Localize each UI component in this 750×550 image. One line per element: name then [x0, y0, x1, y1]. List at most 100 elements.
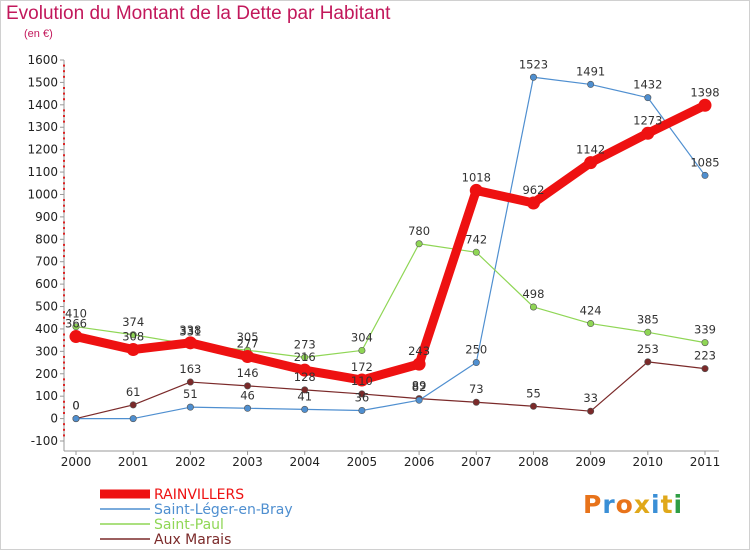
y-minor-mark: [63, 249, 65, 252]
x-tick-label: 2009: [575, 455, 606, 469]
y-minor-mark: [63, 322, 65, 325]
y-minor-mark: [63, 227, 65, 230]
y-minor-mark: [63, 255, 65, 258]
data-label: 1491: [576, 64, 605, 78]
data-point: [72, 415, 80, 423]
data-point: [129, 331, 137, 339]
data-label: 128: [294, 370, 316, 384]
data-point: [298, 363, 312, 377]
data-point: [301, 386, 309, 394]
x-tick-label: 2001: [118, 455, 149, 469]
logo-letter: r: [602, 490, 616, 519]
y-minor-mark: [63, 316, 65, 319]
data-label: 339: [694, 323, 716, 337]
data-point: [241, 350, 255, 364]
data-label: 277: [237, 337, 259, 351]
logo-letter: i: [651, 490, 661, 519]
logo-letter: x: [633, 490, 651, 519]
y-minor-mark: [63, 339, 65, 342]
data-label: 223: [694, 349, 716, 363]
chart-subtitle: (en €): [24, 28, 53, 40]
y-minor-mark: [63, 389, 65, 392]
x-tick-label: 2007: [461, 455, 492, 469]
y-minor-mark: [63, 159, 65, 162]
series-rainvillers: [69, 98, 712, 387]
y-minor-mark: [63, 288, 65, 291]
data-point: [415, 396, 423, 404]
y-minor-mark: [63, 411, 65, 414]
x-tick-label: 2006: [404, 455, 435, 469]
y-tick-label: 300: [35, 344, 58, 358]
data-label: 110: [351, 374, 373, 388]
series-aux-marais: [72, 358, 709, 423]
x-tick-label: 2000: [61, 455, 92, 469]
y-minor-mark: [63, 428, 65, 431]
data-point: [584, 156, 598, 170]
y-minor-mark: [63, 199, 65, 202]
series-line: [75, 76, 706, 420]
y-minor-mark: [63, 115, 65, 118]
data-label: 742: [465, 232, 487, 246]
data-point: [301, 405, 309, 413]
legend-label: Saint-Léger-en-Bray: [154, 502, 293, 518]
data-point: [472, 248, 480, 256]
y-minor-mark: [63, 70, 65, 73]
data-label: 243: [408, 344, 430, 358]
y-tick-label: 1400: [27, 98, 58, 112]
data-label: 216: [294, 350, 316, 364]
data-label: 331: [179, 324, 201, 338]
y-minor-mark: [63, 204, 65, 207]
x-tick-label: 2004: [289, 455, 320, 469]
data-label: 172: [351, 360, 373, 374]
y-minor-mark: [63, 367, 65, 370]
data-label: 305: [237, 330, 259, 344]
legend-label: RAINVILLERS: [154, 487, 244, 503]
data-label: 253: [637, 342, 659, 356]
data-label: 374: [122, 315, 144, 329]
data-point: [301, 353, 309, 361]
data-point: [72, 323, 80, 331]
data-point: [244, 382, 252, 390]
data-point: [358, 346, 366, 354]
y-minor-mark: [63, 210, 65, 213]
series-line: [75, 243, 706, 359]
data-point: [587, 80, 595, 88]
y-minor-mark: [63, 271, 65, 274]
data-label: 1398: [690, 85, 719, 99]
data-point: [69, 330, 83, 344]
y-minor-mark: [63, 406, 65, 409]
y-tick-label: 1300: [27, 120, 58, 134]
data-point: [529, 73, 537, 81]
data-label: 1523: [519, 57, 548, 71]
y-minor-mark: [63, 266, 65, 269]
data-label: 33: [583, 391, 598, 405]
data-label: 1432: [633, 78, 662, 92]
x-tick-label: 2005: [347, 455, 378, 469]
series-saint-l-ger-en-bray: [72, 73, 709, 423]
y-minor-mark: [63, 98, 65, 101]
data-point: [644, 358, 652, 366]
series-line: [71, 100, 710, 385]
y-tick-label: 1600: [27, 53, 58, 67]
data-point: [644, 328, 652, 336]
data-label: 1018: [462, 170, 491, 184]
y-tick-label: 600: [35, 277, 58, 291]
data-label: 1085: [690, 155, 719, 169]
data-point: [129, 401, 137, 409]
data-label: 55: [526, 386, 541, 400]
y-minor-mark: [63, 137, 65, 140]
data-label: 1273: [633, 113, 662, 127]
y-minor-mark: [63, 143, 65, 146]
y-minor-mark: [63, 131, 65, 134]
data-label: 366: [65, 317, 87, 331]
y-minor-mark: [63, 355, 65, 358]
data-point: [358, 407, 366, 415]
y-minor-mark: [63, 109, 65, 112]
data-label: 46: [240, 388, 255, 402]
logo-letter: o: [615, 490, 634, 519]
data-point: [701, 339, 709, 347]
series-line: [75, 361, 706, 420]
y-minor-mark: [63, 187, 65, 190]
y-tick-label: 1200: [27, 143, 58, 157]
